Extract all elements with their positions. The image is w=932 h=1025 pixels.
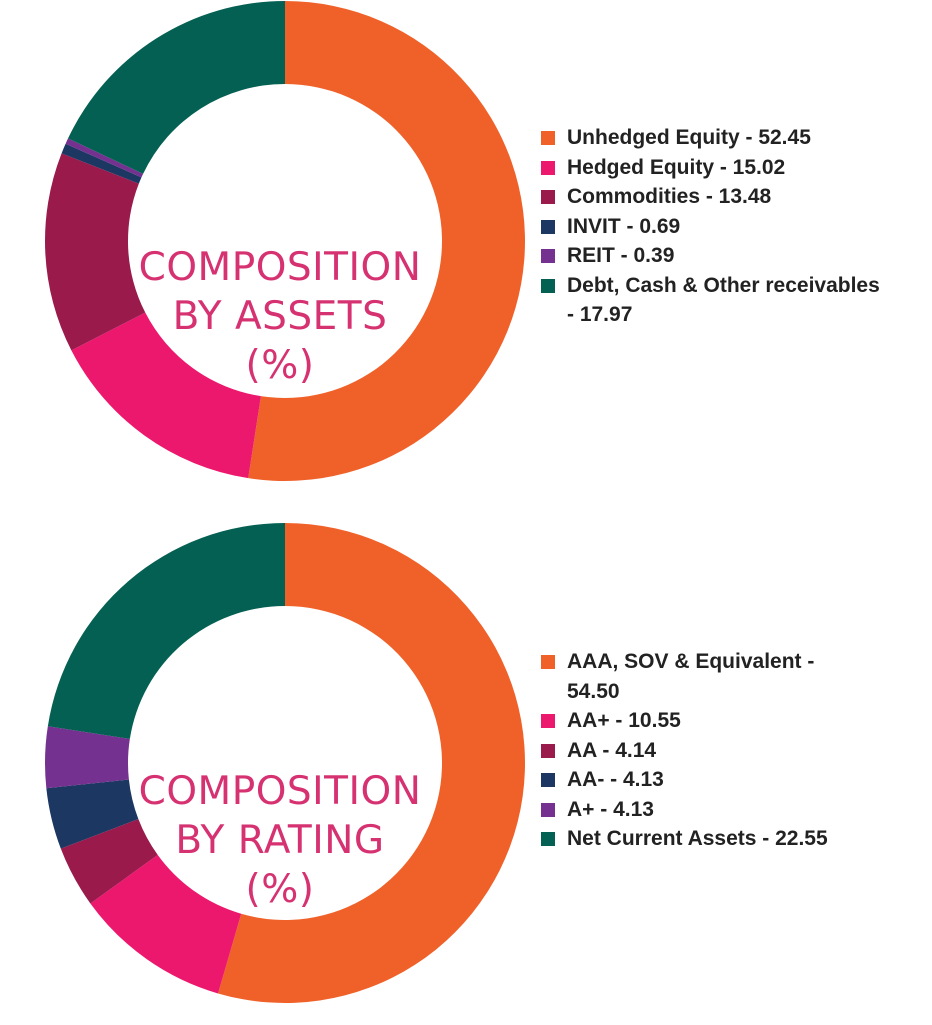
legend-swatch xyxy=(541,773,555,787)
legend-swatch xyxy=(541,219,555,234)
donut-slice-commodities xyxy=(45,153,146,351)
donut-slice-hedged-equity xyxy=(71,312,261,479)
chart-title-rating: COMPOSITION BY RATING (%) xyxy=(130,767,430,914)
legend-swatch xyxy=(541,743,555,758)
donut-slice-debt-cash-other-receivables xyxy=(68,1,285,174)
chart-title-line: BY RATING xyxy=(175,818,385,863)
donut-slice-aaplus xyxy=(90,854,242,994)
legend-swatch xyxy=(541,655,555,669)
legend-item: AA- - 4.13 xyxy=(540,765,920,795)
donut-chart-assets xyxy=(45,1,525,481)
legend-label: Unhedged Equity - 52.45 xyxy=(567,126,811,149)
legend-label: Net Current Assets - 22.55 xyxy=(567,827,828,850)
chart-title-line: (%) xyxy=(245,867,315,912)
legend-swatch xyxy=(541,131,555,145)
donut-slice-aa xyxy=(46,779,139,849)
donut-slice-aaa-sov-equivalent xyxy=(218,523,525,1003)
donut-slice-aa xyxy=(60,819,158,904)
legend-label: AAA, SOV & Equivalent - 54.50 xyxy=(567,650,815,703)
donut-slice-unhedged-equity xyxy=(248,1,525,481)
legend-item: Debt, Cash & Other receivables - 17.97 xyxy=(540,271,920,330)
legend-item: INVIT - 0.69 xyxy=(540,212,920,242)
chart-title-line: COMPOSITION xyxy=(138,245,422,290)
chart-title-assets: COMPOSITION BY ASSETS (%) xyxy=(130,243,430,390)
legend-assets: Unhedged Equity - 52.45 Hedged Equity - … xyxy=(540,123,920,330)
chart-title-line: (%) xyxy=(245,343,315,388)
legend-item: A+ - 4.13 xyxy=(540,795,920,825)
donut-chart-rating xyxy=(45,523,525,1003)
legend-item: Net Current Assets - 22.55 xyxy=(540,824,920,854)
legend-swatch xyxy=(541,249,555,263)
legend-label: INVIT - 0.69 xyxy=(567,214,681,238)
legend-label: A+ - 4.13 xyxy=(567,797,654,821)
legend-label: AA+ - 10.55 xyxy=(567,709,681,732)
donut-slice-invit xyxy=(61,143,142,184)
donut-slice-aplus xyxy=(45,726,130,789)
legend-label: Hedged Equity - 15.02 xyxy=(567,155,786,179)
legend-label: Commodities - 13.48 xyxy=(567,185,772,208)
donut-slice-reit xyxy=(65,138,144,178)
legend-swatch xyxy=(541,832,555,846)
donut-slice-net-current-assets xyxy=(47,523,286,739)
chart-title-line: COMPOSITION xyxy=(138,769,422,814)
legend-swatch xyxy=(541,802,555,817)
legend-rating: AAA, SOV & Equivalent - 54.50 AA+ - 10.5… xyxy=(540,647,920,854)
legend-label: Debt, Cash & Other receivables - 17.97 xyxy=(567,273,880,327)
legend-swatch xyxy=(541,190,555,204)
legend-label: AA- - 4.13 xyxy=(567,768,664,791)
legend-item: Commodities - 13.48 xyxy=(540,182,920,212)
legend-label: REIT - 0.39 xyxy=(567,244,675,267)
chart-title-line: BY ASSETS xyxy=(172,294,388,339)
legend-item: REIT - 0.39 xyxy=(540,241,920,271)
legend-label: AA - 4.14 xyxy=(567,738,657,762)
chart-composition-by-assets: COMPOSITION BY ASSETS (%) Unhedged Equit… xyxy=(0,0,932,500)
legend-swatch xyxy=(541,160,555,175)
legend-swatch xyxy=(541,278,555,293)
legend-item: Hedged Equity - 15.02 xyxy=(540,153,920,183)
legend-item: Unhedged Equity - 52.45 xyxy=(540,123,920,153)
chart-composition-by-rating: COMPOSITION BY RATING (%) AAA, SOV & Equ… xyxy=(0,522,932,1022)
legend-item: AA - 4.14 xyxy=(540,736,920,766)
legend-item: AA+ - 10.55 xyxy=(540,706,920,736)
legend-swatch xyxy=(541,714,555,728)
legend-item: AAA, SOV & Equivalent - 54.50 xyxy=(540,647,920,706)
